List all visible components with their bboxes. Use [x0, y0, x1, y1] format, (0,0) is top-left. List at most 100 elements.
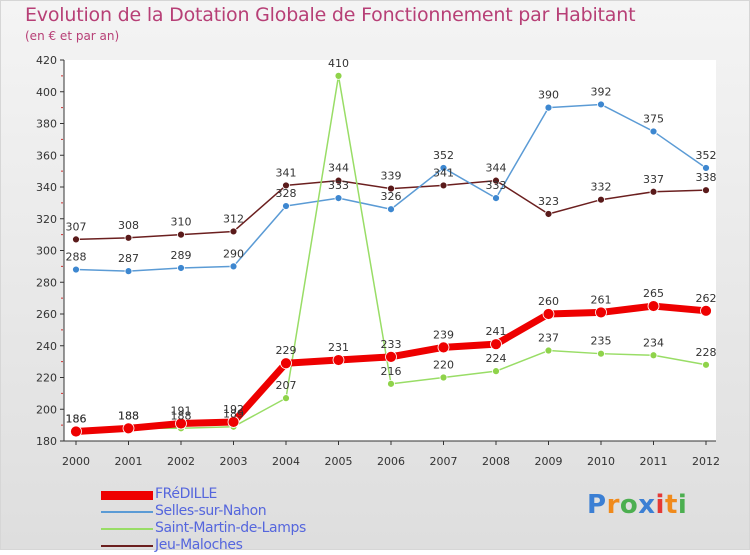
data-label-selles-sur-nahon: 289	[171, 249, 192, 262]
data-label-jeu-maloches: 344	[486, 162, 507, 175]
data-label-saint-martin-de-lamps: 224	[486, 352, 507, 365]
legend-swatch	[101, 511, 153, 513]
data-point-selles-sur-nahon	[387, 205, 395, 214]
data-label-fr-dille: 262	[696, 292, 717, 305]
data-point-selles-sur-nahon	[492, 194, 500, 203]
y-tick-label: 300	[36, 245, 57, 258]
legend-label: Jeu-Maloches	[155, 537, 243, 553]
x-tick-label: 2007	[430, 455, 458, 468]
data-label-saint-martin-de-lamps: 188	[118, 409, 139, 422]
logo-letter: x	[638, 490, 656, 520]
data-label-selles-sur-nahon: 288	[66, 251, 87, 264]
data-point-selles-sur-nahon	[544, 103, 553, 112]
logo-letter: i	[677, 490, 688, 520]
data-point-selles-sur-nahon	[282, 202, 290, 210]
data-label-saint-martin-de-lamps: 216	[381, 365, 402, 378]
data-point-fr-dille	[542, 308, 555, 320]
y-tick-label: 220	[36, 372, 57, 385]
data-point-fr-dille	[595, 306, 607, 319]
data-label-saint-martin-de-lamps: 235	[591, 335, 612, 348]
legend-swatch	[101, 490, 153, 500]
data-point-jeu-maloches	[334, 176, 343, 185]
data-point-fr-dille	[490, 338, 502, 351]
data-point-saint-martin-de-lamps	[282, 394, 290, 403]
data-label-saint-martin-de-lamps: 189	[223, 408, 244, 421]
data-label-jeu-maloches: 338	[696, 171, 717, 184]
y-tick-label: 180	[36, 435, 57, 448]
data-point-fr-dille	[437, 341, 450, 354]
data-label-selles-sur-nahon: 333	[328, 179, 349, 192]
data-label-fr-dille: 191	[171, 405, 192, 418]
data-label-fr-dille: 229	[276, 344, 297, 357]
data-point-jeu-maloches	[439, 181, 448, 190]
data-label-saint-martin-de-lamps: 186	[66, 412, 87, 425]
data-point-fr-dille	[175, 417, 187, 430]
data-point-selles-sur-nahon	[334, 194, 343, 203]
data-label-jeu-maloches: 339	[381, 170, 402, 183]
data-label-saint-martin-de-lamps: 237	[538, 332, 559, 345]
data-label-jeu-maloches: 332	[591, 181, 612, 194]
data-point-selles-sur-nahon	[229, 262, 238, 271]
legend-swatch	[101, 528, 153, 530]
data-label-selles-sur-nahon: 328	[276, 187, 297, 200]
data-point-jeu-maloches	[229, 227, 238, 236]
data-point-jeu-maloches	[702, 186, 710, 195]
logo-letter: t	[664, 490, 678, 520]
chart-subtitle: (en € et par an)	[25, 29, 120, 43]
data-label-saint-martin-de-lamps: 234	[643, 336, 664, 349]
data-point-selles-sur-nahon	[72, 265, 80, 274]
logo-letter: P	[587, 490, 607, 520]
x-tick-label: 2011	[640, 455, 668, 468]
proxiti-logo: Proxiti	[587, 490, 687, 520]
data-point-fr-dille	[280, 357, 292, 370]
y-tick-label: 240	[36, 340, 57, 353]
data-label-selles-sur-nahon: 287	[118, 252, 139, 265]
data-point-jeu-maloches	[544, 210, 553, 218]
data-label-fr-dille: 265	[643, 287, 664, 300]
data-point-jeu-maloches	[124, 233, 133, 242]
y-tick-label: 420	[36, 54, 57, 67]
y-tick-label: 320	[36, 213, 57, 226]
x-tick-label: 2010	[587, 455, 615, 468]
data-label-jeu-maloches: 307	[66, 220, 87, 233]
data-point-selles-sur-nahon	[702, 164, 710, 172]
data-label-jeu-maloches: 337	[643, 173, 664, 186]
data-point-jeu-maloches	[492, 176, 500, 185]
data-label-fr-dille: 192	[223, 403, 244, 416]
data-label-jeu-maloches: 344	[328, 162, 349, 175]
data-point-jeu-maloches	[177, 230, 185, 239]
y-tick-label: 340	[36, 181, 57, 194]
x-tick-label: 2003	[220, 455, 248, 468]
data-label-saint-martin-de-lamps: 228	[696, 346, 717, 359]
data-point-jeu-maloches	[282, 181, 290, 190]
data-point-fr-dille	[647, 300, 660, 312]
data-label-fr-dille: 260	[538, 295, 559, 308]
data-label-jeu-maloches: 341	[433, 166, 454, 179]
data-label-jeu-maloches: 341	[276, 166, 297, 179]
data-label-selles-sur-nahon: 290	[223, 247, 244, 260]
x-tick-label: 2008	[482, 455, 510, 468]
x-tick-label: 2005	[325, 455, 353, 468]
data-point-saint-martin-de-lamps	[439, 373, 448, 382]
data-point-selles-sur-nahon	[649, 127, 658, 136]
data-label-fr-dille: 188	[118, 409, 139, 422]
data-label-jeu-maloches: 323	[538, 195, 559, 208]
data-label-fr-dille: 239	[433, 328, 454, 341]
data-label-selles-sur-nahon: 375	[643, 112, 664, 125]
data-label-fr-dille: 261	[591, 293, 612, 306]
legend-label: FRéDILLE	[155, 486, 217, 502]
data-point-jeu-maloches	[597, 195, 605, 204]
line-chart: 180 200 220 240 260 280 300 320 340 360 380 400 420 2…	[36, 54, 720, 468]
data-point-jeu-maloches	[72, 235, 80, 244]
data-label-fr-dille: 241	[486, 325, 507, 338]
data-label-jeu-maloches: 310	[171, 216, 192, 229]
y-tick-label: 400	[36, 86, 57, 99]
data-point-saint-martin-de-lamps	[702, 360, 710, 369]
y-tick-label: 380	[36, 118, 57, 131]
data-point-selles-sur-nahon	[597, 100, 605, 109]
y-tick-label: 260	[36, 308, 57, 321]
data-point-saint-martin-de-lamps	[544, 346, 553, 355]
data-label-fr-dille: 186	[66, 412, 87, 425]
data-label-selles-sur-nahon: 333	[486, 179, 507, 192]
